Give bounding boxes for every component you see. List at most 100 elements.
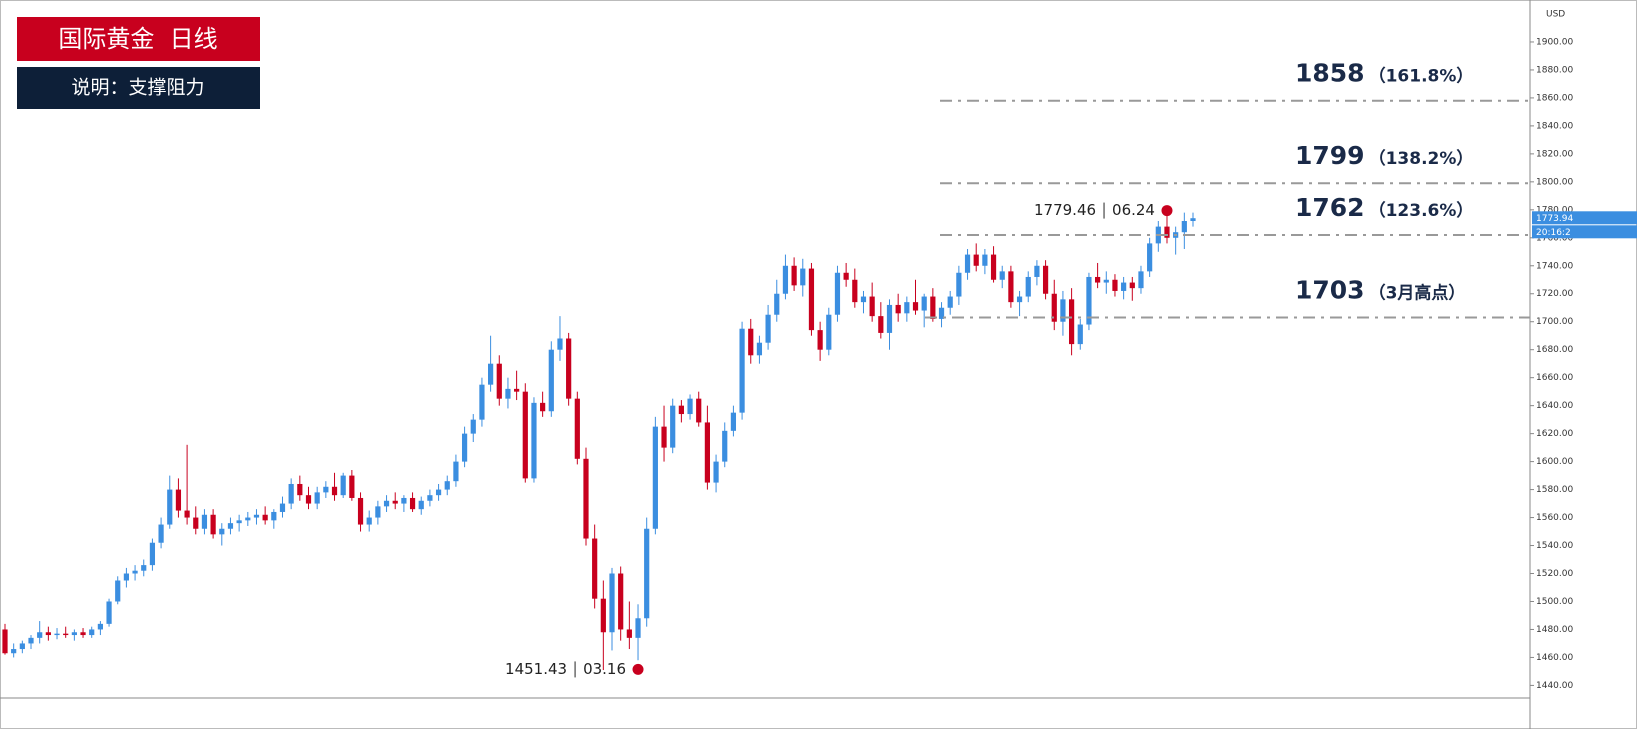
candle-body <box>19 643 25 650</box>
candle-body <box>37 632 43 638</box>
candle-body <box>782 265 789 294</box>
candle-body <box>574 398 580 459</box>
candle-body <box>167 489 173 525</box>
candle-body <box>852 279 858 303</box>
candle-body <box>982 254 988 266</box>
y-tick-label: 1880.00 <box>1536 65 1573 75</box>
candle-body <box>305 495 312 504</box>
candle-body <box>253 514 260 518</box>
candle-body <box>184 510 190 518</box>
candle-body <box>89 629 95 636</box>
candle-body <box>522 391 528 479</box>
candle-body <box>678 405 684 415</box>
candle-body <box>583 458 589 539</box>
candle-body <box>1042 265 1049 294</box>
candle-body <box>401 497 407 504</box>
y-tick-label: 1460.00 <box>1536 653 1573 663</box>
candle-body <box>28 637 34 644</box>
candle-body <box>860 296 867 303</box>
candle-body <box>1077 324 1083 345</box>
candle-body <box>227 523 234 529</box>
annotation-price: 1451.43 <box>505 660 567 678</box>
candle-body <box>1068 299 1075 345</box>
candle-body <box>713 461 719 483</box>
candle-body <box>869 296 875 317</box>
candle-body <box>670 405 676 448</box>
candle-body <box>964 254 971 273</box>
candle-body <box>132 570 138 574</box>
candle-body <box>609 573 615 633</box>
level-note: （161.8%） <box>1369 66 1474 87</box>
candle-body <box>383 500 390 507</box>
candle-body <box>1103 279 1109 283</box>
candle-body <box>514 388 520 392</box>
candle-body <box>409 497 416 510</box>
candle-body <box>826 314 832 350</box>
candle-body <box>947 296 953 308</box>
annotation-dot <box>632 663 644 675</box>
y-tick-label: 1900.00 <box>1536 37 1573 47</box>
candle-body <box>990 254 997 280</box>
candle-body <box>1164 226 1170 238</box>
candle-body <box>106 601 112 624</box>
candle-body <box>1095 276 1101 283</box>
candle-body <box>340 475 346 496</box>
y-tick-label: 1720.00 <box>1536 289 1573 299</box>
candle-body <box>45 632 51 636</box>
candle-body <box>730 412 737 431</box>
candle-body <box>54 633 60 636</box>
level-value: 1858 <box>1295 59 1365 88</box>
candle-body <box>219 528 225 535</box>
candle-body <box>1016 296 1023 303</box>
candle-body <box>288 483 294 504</box>
candle-body <box>1138 271 1144 289</box>
candle-body <box>626 629 632 638</box>
candle-body <box>1112 279 1118 291</box>
chart-subtitle: 说明：支撑阻力 <box>71 77 204 99</box>
y-tick-label: 1480.00 <box>1536 625 1573 635</box>
candle-body <box>973 254 979 266</box>
candle-body <box>696 398 702 423</box>
candle-body <box>912 302 919 311</box>
level-value: 1703 <box>1295 276 1365 305</box>
candle-body <box>843 272 849 280</box>
candle-body <box>774 293 780 315</box>
candle-body <box>999 271 1005 280</box>
candle-body <box>808 268 815 331</box>
candle-body <box>548 349 554 412</box>
y-tick-label: 1500.00 <box>1536 597 1573 607</box>
y-tick-label: 1620.00 <box>1536 429 1573 439</box>
candle-body <box>271 511 277 521</box>
candle-body <box>11 649 17 654</box>
candle-body <box>644 528 650 619</box>
annotation-price: 1779.46 <box>1034 201 1096 219</box>
candle-body <box>687 398 693 415</box>
candle-body <box>739 328 745 413</box>
level-note: （123.6%） <box>1369 200 1474 221</box>
y-tick-label: 1700.00 <box>1536 317 1573 327</box>
y-tick-label: 1840.00 <box>1536 121 1573 131</box>
candle-body <box>756 342 763 356</box>
candle-body <box>245 517 251 521</box>
candle-body <box>201 514 208 529</box>
candle-body <box>375 506 381 518</box>
candle-body <box>323 486 329 493</box>
y-tick-label: 1660.00 <box>1536 373 1573 383</box>
candle-body <box>1147 243 1153 272</box>
candle-body <box>453 461 459 482</box>
candle-body <box>618 573 624 630</box>
countdown-tag <box>1532 225 1637 239</box>
candle-body <box>1086 276 1092 325</box>
candle-body <box>635 618 641 638</box>
y-tick-label: 1800.00 <box>1536 177 1573 187</box>
candle-body <box>557 338 563 350</box>
candle-body <box>652 426 658 529</box>
annotation-dot <box>1161 205 1173 217</box>
candle-body <box>158 524 164 543</box>
candle-body <box>210 514 216 535</box>
candle-body <box>1034 265 1040 277</box>
y-tick-label: 1600.00 <box>1536 457 1573 467</box>
level-note: （138.2%） <box>1369 148 1474 169</box>
